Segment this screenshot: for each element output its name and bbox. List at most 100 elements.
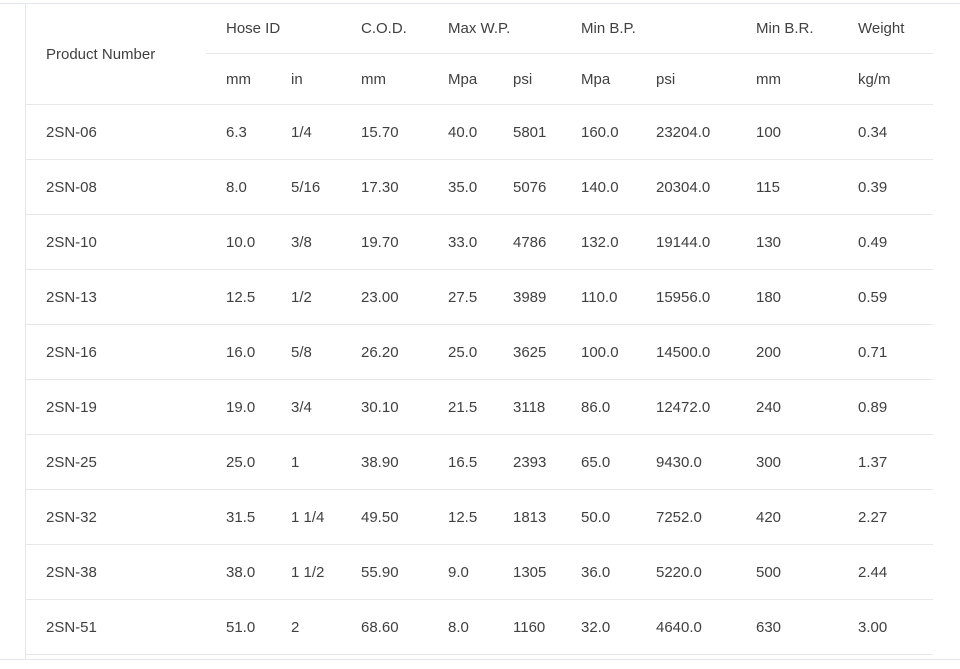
cod-mm-cell: 68.60 bbox=[341, 599, 428, 655]
product-number-cell: 2SN-06 bbox=[26, 104, 206, 160]
min-br-mm-cell: 240 bbox=[736, 379, 838, 435]
hose-id-mm-cell: 10.0 bbox=[206, 214, 271, 270]
max-wp-psi-cell: 1813 bbox=[493, 489, 561, 545]
table-row: 2SN-38 38.0 1 1/2 55.90 9.0 1305 36.0 5220.0 500… bbox=[26, 544, 933, 600]
weight-kgm-cell: 0.34 bbox=[838, 104, 933, 160]
spec-table-body: 2SN-06 6.3 1/4 15.70 40.0 5801 160.0 23204.0 100… bbox=[26, 104, 933, 655]
min-bp-mpa-cell: 50.0 bbox=[561, 489, 636, 545]
min-br-mm-cell: 115 bbox=[736, 159, 838, 215]
min-bp-psi-cell: 4640.0 bbox=[636, 599, 736, 655]
hose-id-in-cell: 2 bbox=[271, 599, 341, 655]
min-bp-mpa-cell: 160.0 bbox=[561, 104, 636, 160]
header-weight: Weight bbox=[838, 4, 933, 54]
hose-id-in-cell: 1 1/2 bbox=[271, 544, 341, 600]
max-wp-mpa-cell: 40.0 bbox=[428, 104, 493, 160]
min-br-mm-cell: 630 bbox=[736, 599, 838, 655]
spec-table-header: Product Number Hose ID C.O.D. Max W.P. M… bbox=[26, 4, 933, 105]
min-br-mm-cell: 130 bbox=[736, 214, 838, 270]
hose-id-mm-cell: 6.3 bbox=[206, 104, 271, 160]
min-bp-psi-cell: 23204.0 bbox=[636, 104, 736, 160]
header-cod: C.O.D. bbox=[341, 4, 428, 54]
product-number-cell: 2SN-19 bbox=[26, 379, 206, 435]
max-wp-psi-cell: 5076 bbox=[493, 159, 561, 215]
min-bp-mpa-cell: 132.0 bbox=[561, 214, 636, 270]
min-bp-psi-cell: 15956.0 bbox=[636, 269, 736, 325]
min-bp-mpa-cell: 86.0 bbox=[561, 379, 636, 435]
hose-id-in-cell: 5/16 bbox=[271, 159, 341, 215]
cod-mm-cell: 38.90 bbox=[341, 434, 428, 490]
min-bp-psi-cell: 19144.0 bbox=[636, 214, 736, 270]
hose-id-mm-cell: 25.0 bbox=[206, 434, 271, 490]
cod-mm-cell: 49.50 bbox=[341, 489, 428, 545]
hose-id-in-cell: 3/4 bbox=[271, 379, 341, 435]
hose-id-in-cell: 3/8 bbox=[271, 214, 341, 270]
table-row: 2SN-16 16.0 5/8 26.20 25.0 3625 100.0 14500.0 20… bbox=[26, 324, 933, 380]
unit-cod-mm: mm bbox=[341, 53, 428, 105]
max-wp-mpa-cell: 12.5 bbox=[428, 489, 493, 545]
product-number-cell: 2SN-16 bbox=[26, 324, 206, 380]
min-br-mm-cell: 200 bbox=[736, 324, 838, 380]
min-bp-psi-cell: 12472.0 bbox=[636, 379, 736, 435]
header-units-row: mm in mm Mpa psi Mpa psi mm kg/m bbox=[26, 53, 933, 105]
header-product-number: Product Number bbox=[26, 4, 206, 105]
product-number-cell: 2SN-51 bbox=[26, 599, 206, 655]
header-min-bp: Min B.P. bbox=[561, 4, 736, 54]
unit-max-wp-mpa: Mpa bbox=[428, 53, 493, 105]
min-br-mm-cell: 300 bbox=[736, 434, 838, 490]
cod-mm-cell: 15.70 bbox=[341, 104, 428, 160]
max-wp-psi-cell: 3989 bbox=[493, 269, 561, 325]
max-wp-mpa-cell: 8.0 bbox=[428, 599, 493, 655]
weight-kgm-cell: 0.59 bbox=[838, 269, 933, 325]
product-number-cell: 2SN-13 bbox=[26, 269, 206, 325]
header-hose-id: Hose ID bbox=[206, 4, 341, 54]
unit-min-br-mm: mm bbox=[736, 53, 838, 105]
table-row: 2SN-25 25.0 1 38.90 16.5 2393 65.0 9430.0 300 1.3… bbox=[26, 434, 933, 490]
unit-hose-id-mm: mm bbox=[206, 53, 271, 105]
weight-kgm-cell: 3.00 bbox=[838, 599, 933, 655]
weight-kgm-cell: 2.27 bbox=[838, 489, 933, 545]
table-row: 2SN-08 8.0 5/16 17.30 35.0 5076 140.0 20304.0 11… bbox=[26, 159, 933, 215]
spec-table-panel: Product Number Hose ID C.O.D. Max W.P. M… bbox=[0, 3, 960, 660]
hose-id-in-cell: 1/4 bbox=[271, 104, 341, 160]
hose-id-mm-cell: 51.0 bbox=[206, 599, 271, 655]
weight-kgm-cell: 0.49 bbox=[838, 214, 933, 270]
hose-spec-table: Product Number Hose ID C.O.D. Max W.P. M… bbox=[26, 4, 933, 655]
cod-mm-cell: 30.10 bbox=[341, 379, 428, 435]
cod-mm-cell: 55.90 bbox=[341, 544, 428, 600]
weight-kgm-cell: 0.71 bbox=[838, 324, 933, 380]
product-number-cell: 2SN-10 bbox=[26, 214, 206, 270]
table-row: 2SN-19 19.0 3/4 30.10 21.5 3118 86.0 12472.0 240… bbox=[26, 379, 933, 435]
max-wp-mpa-cell: 25.0 bbox=[428, 324, 493, 380]
table-row: 2SN-13 12.5 1/2 23.00 27.5 3989 110.0 15956.0 18… bbox=[26, 269, 933, 325]
min-br-mm-cell: 100 bbox=[736, 104, 838, 160]
unit-min-bp-mpa: Mpa bbox=[561, 53, 636, 105]
max-wp-psi-cell: 3118 bbox=[493, 379, 561, 435]
max-wp-mpa-cell: 27.5 bbox=[428, 269, 493, 325]
cod-mm-cell: 26.20 bbox=[341, 324, 428, 380]
min-bp-mpa-cell: 100.0 bbox=[561, 324, 636, 380]
unit-hose-id-in: in bbox=[271, 53, 341, 105]
unit-min-bp-psi: psi bbox=[636, 53, 736, 105]
hose-id-mm-cell: 31.5 bbox=[206, 489, 271, 545]
min-br-mm-cell: 500 bbox=[736, 544, 838, 600]
table-row: 2SN-51 51.0 2 68.60 8.0 1160 32.0 4640.0 630 3.00 bbox=[26, 599, 933, 655]
product-number-cell: 2SN-25 bbox=[26, 434, 206, 490]
min-bp-psi-cell: 20304.0 bbox=[636, 159, 736, 215]
product-number-cell: 2SN-32 bbox=[26, 489, 206, 545]
max-wp-psi-cell: 2393 bbox=[493, 434, 561, 490]
cod-mm-cell: 17.30 bbox=[341, 159, 428, 215]
max-wp-psi-cell: 1160 bbox=[493, 599, 561, 655]
weight-kgm-cell: 0.89 bbox=[838, 379, 933, 435]
hose-id-in-cell: 1/2 bbox=[271, 269, 341, 325]
max-wp-mpa-cell: 21.5 bbox=[428, 379, 493, 435]
cod-mm-cell: 19.70 bbox=[341, 214, 428, 270]
table-row: 2SN-10 10.0 3/8 19.70 33.0 4786 132.0 19144.0 13… bbox=[26, 214, 933, 270]
max-wp-psi-cell: 3625 bbox=[493, 324, 561, 380]
table-row: 2SN-32 31.5 1 1/4 49.50 12.5 1813 50.0 7252.0 42… bbox=[26, 489, 933, 545]
max-wp-mpa-cell: 35.0 bbox=[428, 159, 493, 215]
min-bp-psi-cell: 14500.0 bbox=[636, 324, 736, 380]
spec-table-wrap: Product Number Hose ID C.O.D. Max W.P. M… bbox=[25, 4, 960, 659]
hose-id-in-cell: 1 bbox=[271, 434, 341, 490]
max-wp-mpa-cell: 33.0 bbox=[428, 214, 493, 270]
weight-kgm-cell: 2.44 bbox=[838, 544, 933, 600]
